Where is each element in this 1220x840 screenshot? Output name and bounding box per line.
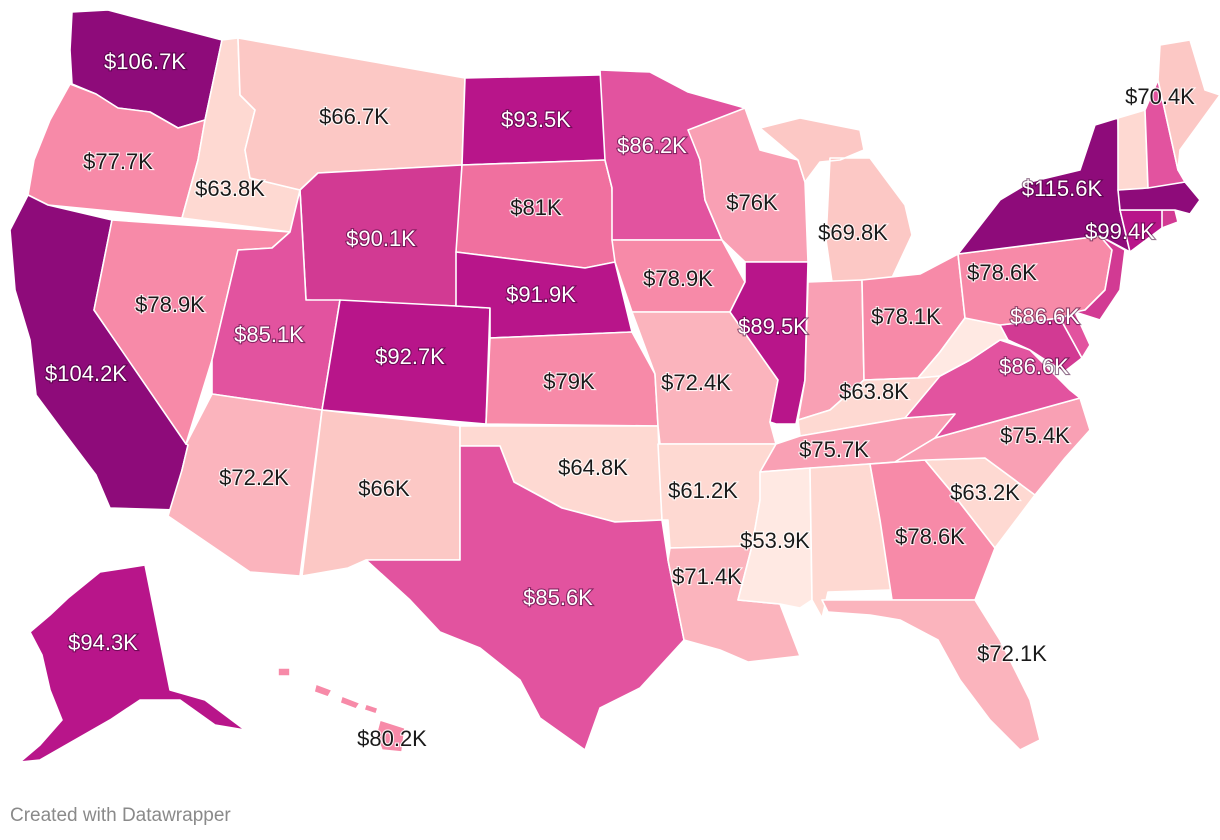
state-value-label-ny: $115.6K <box>1022 176 1103 201</box>
state-value-label-wi: $76K <box>726 190 778 215</box>
state-value-label-il: $89.5K <box>738 314 808 339</box>
state-value-label-ma: $99.4K <box>1085 219 1155 244</box>
state-value-label-ar: $61.2K <box>668 478 738 503</box>
us-choropleth-map: $106.7K $77.7K $104.2K $63.8K $78.9K $66.7K $9… <box>9 9 1220 763</box>
state-value-label-ia: $78.9K <box>643 266 713 291</box>
state-value-label-ca: $104.2K <box>45 361 127 386</box>
state-value-label-la: $71.4K <box>672 564 742 589</box>
state-value-label-ne: $91.9K <box>506 282 576 307</box>
datawrapper-credit: Created with Datawrapper <box>10 805 231 826</box>
state-value-label-sc: $63.2K <box>950 480 1020 505</box>
state-value-label-wa: $106.7K <box>104 49 186 74</box>
state-value-label-ut: $85.1K <box>234 322 304 347</box>
state-shape-hi <box>277 667 406 753</box>
state-value-label-oh: $78.1K <box>871 304 941 329</box>
state-shape-tx <box>365 445 685 751</box>
state-value-label-wy: $90.1K <box>346 226 416 251</box>
state-shape-ut <box>211 189 341 411</box>
state-value-label-hi: $80.2K <box>357 726 427 751</box>
state-value-label-nc: $75.4K <box>1000 423 1070 448</box>
state-value-label-va: $86.6K <box>999 354 1069 379</box>
state-value-label-co: $92.7K <box>375 344 445 369</box>
state-value-label-tn: $75.7K <box>799 437 869 462</box>
state-shape-mi <box>759 117 913 283</box>
state-value-label-ks: $79K <box>543 369 595 394</box>
state-value-label-ok: $64.8K <box>558 455 628 480</box>
state-value-label-fl: $72.1K <box>977 641 1047 666</box>
state-value-label-tx: $85.6K <box>523 585 593 610</box>
state-value-label-nm: $66K <box>358 476 410 501</box>
state-value-label-sd: $81K <box>510 195 562 220</box>
state-value-label-ga: $78.6K <box>895 524 965 549</box>
state-value-label-ak: $94.3K <box>68 630 138 655</box>
state-value-label-id: $63.8K <box>195 176 265 201</box>
state-value-label-nv: $78.9K <box>135 292 205 317</box>
state-value-label-az: $72.2K <box>219 465 289 490</box>
state-shape-ak <box>19 564 246 763</box>
state-value-label-md: $86.6K <box>1010 304 1080 329</box>
state-shape-vt <box>1117 109 1149 191</box>
state-shape-ny <box>957 117 1131 255</box>
state-value-label-mn: $86.2K <box>617 133 687 158</box>
state-value-label-me: $70.4K <box>1125 84 1195 109</box>
state-value-label-ms: $53.9K <box>740 528 810 553</box>
us-map-svg: $106.7K $77.7K $104.2K $63.8K $78.9K $66.7K $9… <box>9 9 1220 763</box>
state-shape-nh <box>1144 79 1186 189</box>
state-shape-me <box>1157 39 1220 171</box>
state-value-label-mt: $66.7K <box>319 104 389 129</box>
state-shape-nc <box>894 397 1091 496</box>
state-shape-fl <box>821 599 1041 751</box>
state-shape-ri <box>1161 209 1179 229</box>
state-value-label-ky: $63.8K <box>839 379 909 404</box>
state-value-label-mo: $72.4K <box>661 370 731 395</box>
state-shape-nj <box>1074 235 1126 321</box>
state-value-label-mi: $69.8K <box>818 220 888 245</box>
state-value-label-or: $77.7K <box>83 149 153 174</box>
state-value-label-pa: $78.6K <box>967 260 1037 285</box>
state-value-label-nd: $93.5K <box>501 107 571 132</box>
